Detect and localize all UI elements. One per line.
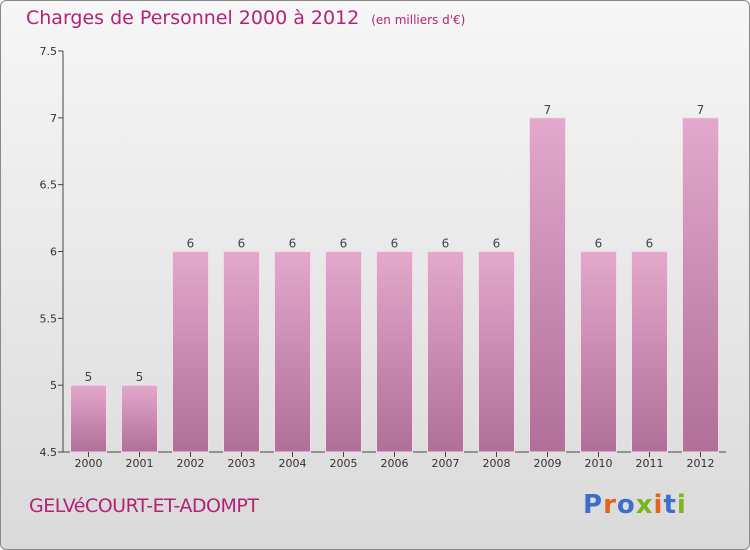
data-label: 5 [136, 370, 144, 384]
x-tick-label: 2010 [585, 457, 613, 470]
bar [325, 251, 362, 453]
data-label: 6 [493, 237, 501, 251]
x-tick-label: 2002 [177, 457, 205, 470]
data-label: 6 [289, 237, 297, 251]
x-tick-label: 2012 [687, 457, 715, 470]
bar [121, 384, 158, 453]
y-tick-label: 5.5 [40, 312, 58, 325]
data-label: 6 [595, 237, 603, 251]
data-label: 6 [187, 237, 195, 251]
bar [223, 251, 260, 453]
y-tick-label: 7 [50, 112, 57, 125]
bar [529, 117, 566, 453]
proxiti-logo[interactable]: Proxiti [583, 490, 687, 520]
x-tick-label: 2001 [126, 457, 154, 470]
commune-name: GELVéCOURT-ET-ADOMPT [29, 495, 259, 517]
bar [682, 117, 719, 453]
data-label: 7 [697, 103, 705, 117]
x-tick-label: 2003 [228, 457, 256, 470]
bar [427, 251, 464, 453]
x-tick-label: 2009 [534, 457, 562, 470]
y-tick-label: 7.5 [40, 45, 58, 58]
x-tick-label: 2006 [381, 457, 409, 470]
chart-title: Charges de Personnel 2000 à 2012 (en mill… [26, 7, 465, 29]
bar [172, 251, 209, 453]
data-label: 6 [238, 237, 246, 251]
data-label: 6 [442, 237, 450, 251]
logo-letter: t [663, 490, 677, 520]
logo-letter: i [653, 490, 664, 520]
x-tick-label: 2007 [432, 457, 460, 470]
x-tick-label: 2008 [483, 457, 511, 470]
data-label: 6 [340, 237, 348, 251]
data-label: 7 [544, 103, 552, 117]
y-tick-label: 6 [50, 246, 57, 259]
bar [580, 251, 617, 453]
y-tick-label: 5 [50, 379, 57, 392]
x-tick-label: 2000 [75, 457, 103, 470]
logo-letter: P [583, 490, 604, 520]
data-label: 6 [646, 237, 654, 251]
logo-letter: i [676, 490, 687, 520]
x-tick-label: 2004 [279, 457, 307, 470]
bar [631, 251, 668, 453]
title-text: Charges de Personnel 2000 à 2012 [26, 7, 360, 29]
bar [70, 384, 107, 453]
y-tick-label: 4.5 [40, 446, 58, 459]
logo-letter: x [635, 490, 654, 520]
bar [478, 251, 515, 453]
bar [274, 251, 311, 453]
data-label: 6 [391, 237, 399, 251]
y-tick-label: 6.5 [40, 179, 58, 192]
x-tick-label: 2011 [636, 457, 664, 470]
logo-letter: o [616, 490, 636, 520]
x-tick-label: 2005 [330, 457, 358, 470]
chart-subtitle: (en milliers d'€) [371, 13, 466, 27]
logo-letter: r [603, 490, 617, 520]
bar [376, 251, 413, 453]
data-label: 5 [85, 370, 93, 384]
